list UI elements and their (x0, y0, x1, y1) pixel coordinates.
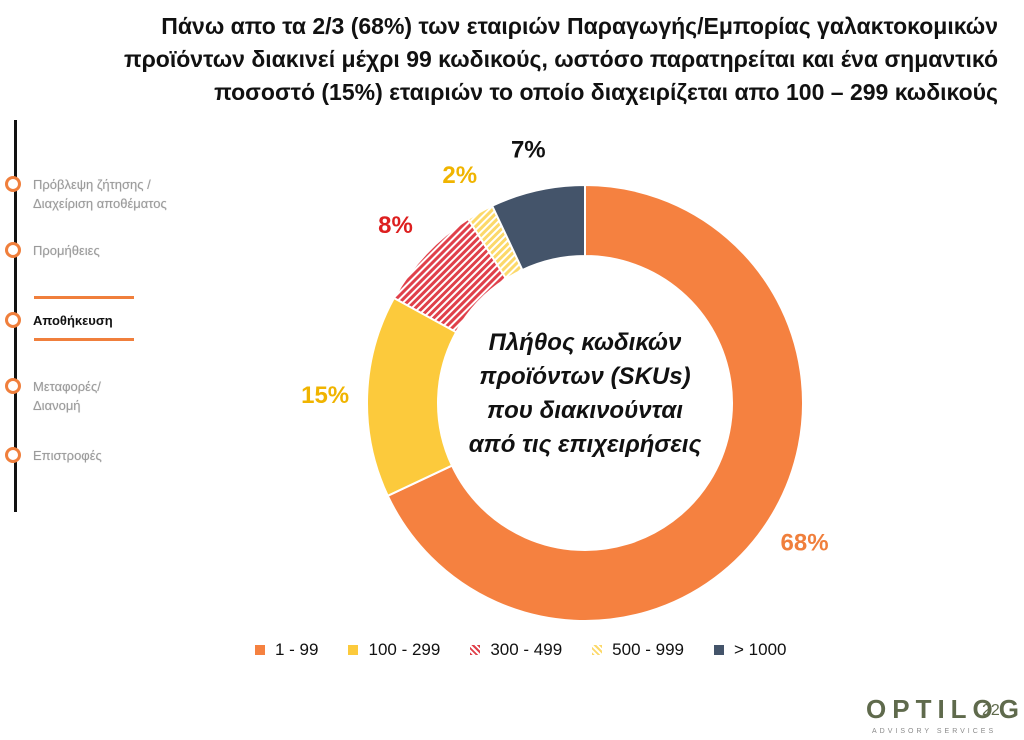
legend-swatch (714, 645, 725, 655)
chart-legend: 1 - 99 100 - 299 300 - 499 500 - 999 > 1000 (255, 638, 955, 662)
donut-center-label: Πλήθος κωδικών προϊόντων (SKUs) που διακ… (468, 329, 702, 458)
legend-label: 300 - 499 (490, 640, 563, 659)
legend-item-3: 300 - 499 (470, 640, 562, 660)
donut-value-labels: 68% 15% 8% 2% 7% (301, 136, 828, 556)
active-step-top-rule (34, 296, 134, 299)
timeline-step-label: Μεταφορές/ Διανομή (33, 379, 101, 413)
legend-label: > 1000 (734, 640, 787, 659)
timeline-step-label: Πρόβλεψη ζήτησης / Διαχείριση αποθέματος (33, 177, 167, 211)
donut-slice-5 (490, 183, 586, 272)
timeline-dot-icon (5, 242, 21, 258)
timeline-dot-icon (5, 447, 21, 463)
legend-swatch (470, 645, 481, 655)
title-line-1: Πάνω απο τα 2/3 (68%) των εταιριών Παραγ… (161, 13, 998, 39)
donut-value-label-1: 68% (781, 529, 829, 556)
logo-number: 22 (982, 702, 1000, 719)
title-line-2: προϊόντων διακινεί μέχρι 99 κωδικούς, ωσ… (123, 46, 998, 72)
logo-subtitle: ADVISORY SERVICES (872, 728, 997, 735)
donut-value-label-2: 15% (301, 382, 349, 409)
donut-slices (366, 183, 804, 622)
donut-value-label-5: 7% (511, 136, 546, 163)
timeline-dot-icon (5, 312, 21, 328)
process-timeline: Πρόβλεψη ζήτησης / Διαχείριση αποθέματος… (0, 0, 250, 520)
title-line-3: ποσοστό (15%) εταιριών το οποίο διαχειρί… (214, 79, 998, 105)
legend-swatch (592, 645, 603, 655)
timeline-dot-icon (5, 378, 21, 394)
timeline-step-forecasting[interactable]: Πρόβλεψη ζήτησης / Διαχείριση αποθέματος (5, 175, 223, 213)
timeline-dot-icon (5, 176, 21, 192)
legend-item-1: 1 - 99 (255, 640, 318, 660)
legend-label: 1 - 99 (275, 640, 319, 659)
active-step-bottom-rule (34, 338, 134, 341)
timeline-step-warehousing[interactable]: Αποθήκευση (5, 311, 223, 330)
legend-swatch (348, 645, 359, 655)
donut-value-label-4: 2% (442, 162, 477, 189)
legend-label: 500 - 999 (612, 640, 685, 659)
legend-item-4: 500 - 999 (592, 640, 684, 660)
donut-slice-1 (386, 183, 804, 622)
optilog-logo: OPTILOG 22 ADVISORY SERVICES (866, 694, 1019, 740)
donut-value-label-3: 8% (378, 212, 413, 239)
legend-swatch (255, 645, 265, 655)
timeline-step-returns[interactable]: Επιστροφές (5, 446, 223, 465)
legend-label: 100 - 299 (368, 640, 441, 659)
logo-wordmark: OPTILOG (866, 694, 1024, 724)
page-title: Πάνω απο τα 2/3 (68%) των εταιριών Παραγ… (38, 10, 998, 109)
timeline-step-transport[interactable]: Μεταφορές/ Διανομή (5, 377, 223, 415)
timeline-step-label: Προμήθειες (33, 243, 100, 258)
legend-item-5: > 1000 (714, 640, 787, 660)
legend-item-2: 100 - 299 (348, 640, 440, 660)
timeline-step-label: Αποθήκευση (33, 313, 113, 328)
timeline-step-procurement[interactable]: Προμήθειες (5, 241, 223, 260)
timeline-step-label: Επιστροφές (33, 448, 102, 463)
